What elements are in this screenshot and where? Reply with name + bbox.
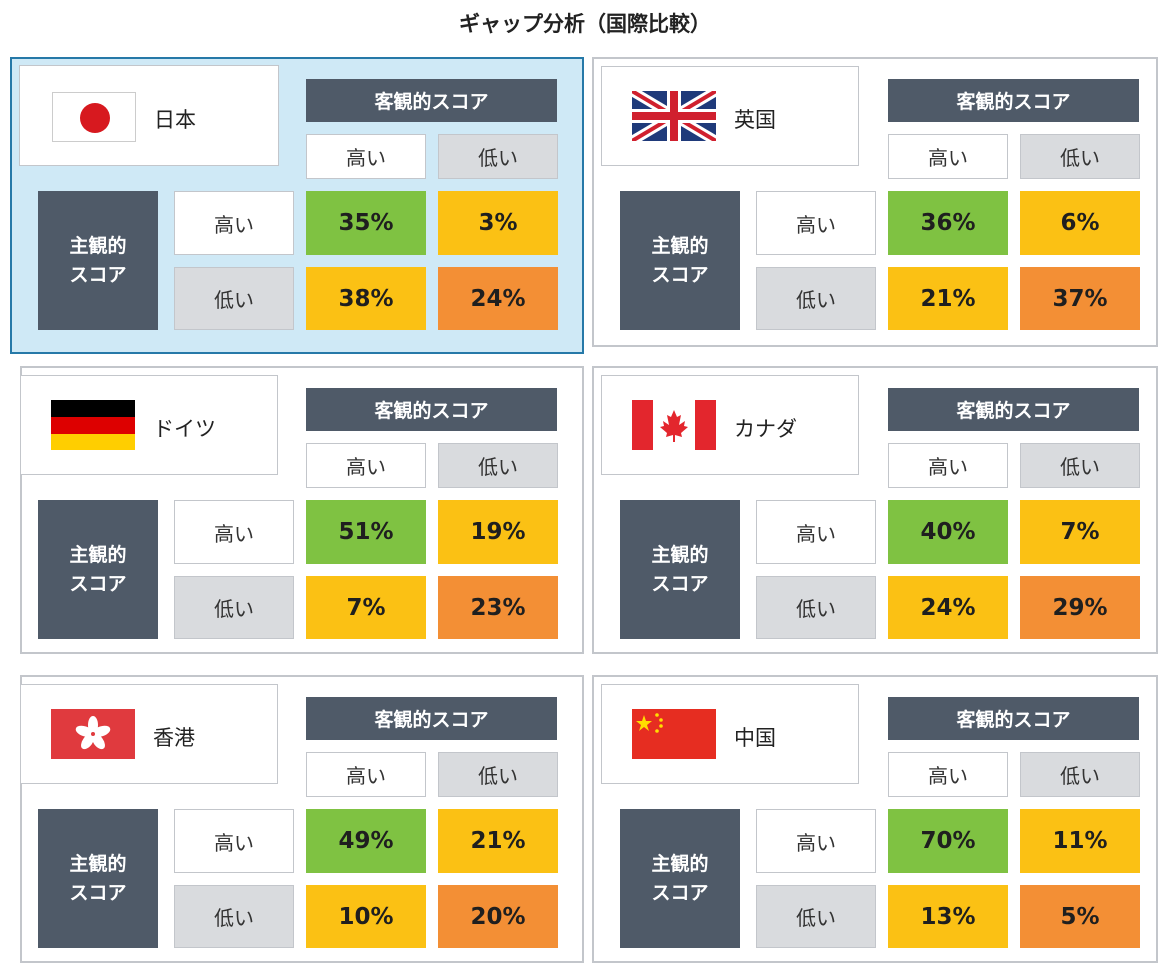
cell-low-low: 37% (1020, 267, 1140, 330)
objective-high-label: 高い (306, 752, 426, 797)
subjective-low-label: 低い (756, 885, 876, 948)
subjective-line1: 主観的 (651, 234, 709, 257)
cell-low-low: 29% (1020, 576, 1140, 639)
cell-high-low: 3% (438, 191, 558, 255)
germany-flag-icon (51, 400, 135, 450)
cell-high-high: 40% (888, 500, 1008, 564)
country-card: 日本 (19, 65, 279, 166)
cell-low-high: 24% (888, 576, 1008, 639)
cell-low-high: 38% (306, 267, 426, 330)
subjective-high-label: 高い (756, 809, 876, 873)
country-name: 日本 (154, 108, 196, 132)
objective-high-label: 高い (306, 443, 426, 488)
cell-high-low: 11% (1020, 809, 1140, 873)
subjective-low-label: 低い (756, 576, 876, 639)
subjective-low-label: 低い (756, 267, 876, 330)
objective-high-label: 高い (306, 134, 426, 179)
hongkong-flag-icon (51, 709, 135, 759)
objective-score-header: 客観的スコア (888, 388, 1139, 431)
subjective-score-header: 主観的 スコア (38, 191, 158, 330)
objective-high-label: 高い (888, 443, 1008, 488)
objective-low-label: 低い (438, 134, 558, 179)
country-panel-germany[interactable]: ドイツ 客観的スコア 高い 低い 主観的 スコア 高い 低い 51% 19% 7… (10, 366, 584, 654)
objective-score-header: 客観的スコア (306, 79, 557, 122)
cell-high-high: 36% (888, 191, 1008, 255)
uk-flag-icon (632, 91, 716, 141)
subjective-line2: スコア (69, 881, 127, 904)
country-name: 香港 (153, 726, 195, 750)
cell-high-high: 51% (306, 500, 426, 564)
country-panel-uk[interactable]: 英国 客観的スコア 高い 低い 主観的 スコア 高い 低い 36% 6% 21%… (592, 57, 1158, 347)
subjective-score-header: 主観的 スコア (620, 191, 740, 330)
subjective-line1: 主観的 (651, 543, 709, 566)
objective-score-header: 客観的スコア (306, 388, 557, 431)
country-card: 香港 (20, 684, 278, 784)
objective-score-header: 客観的スコア (888, 697, 1139, 740)
subjective-score-header: 主観的 スコア (620, 809, 740, 948)
subjective-high-label: 高い (756, 500, 876, 564)
objective-low-label: 低い (1020, 443, 1140, 488)
subjective-high-label: 高い (174, 500, 294, 564)
subjective-line2: スコア (651, 572, 709, 595)
subjective-score-header: 主観的 スコア (620, 500, 740, 639)
country-name: 英国 (734, 108, 776, 132)
cell-low-low: 20% (438, 885, 558, 948)
cell-high-low: 21% (438, 809, 558, 873)
subjective-line2: スコア (651, 263, 709, 286)
cell-high-high: 35% (306, 191, 426, 255)
subjective-low-label: 低い (174, 267, 294, 330)
cell-low-high: 13% (888, 885, 1008, 948)
objective-high-label: 高い (888, 752, 1008, 797)
country-panel-japan[interactable]: 日本 客観的スコア 高い 低い 主観的 スコア 高い 低い 35% 3% 38%… (10, 57, 584, 354)
cell-high-low: 7% (1020, 500, 1140, 564)
subjective-high-label: 高い (174, 191, 294, 255)
cell-high-high: 49% (306, 809, 426, 873)
cell-low-low: 24% (438, 267, 558, 330)
country-card: 英国 (601, 66, 859, 166)
cell-high-low: 19% (438, 500, 558, 564)
japan-flag-icon (52, 92, 136, 142)
objective-low-label: 低い (1020, 134, 1140, 179)
objective-score-header: 客観的スコア (888, 79, 1139, 122)
cell-high-high: 70% (888, 809, 1008, 873)
subjective-line2: スコア (651, 881, 709, 904)
country-panel-hongkong[interactable]: 香港 客観的スコア 高い 低い 主観的 スコア 高い 低い 49% 21% 10… (10, 675, 584, 963)
cell-low-high: 7% (306, 576, 426, 639)
subjective-line1: 主観的 (651, 852, 709, 875)
canada-flag-icon (632, 400, 716, 450)
cell-low-high: 21% (888, 267, 1008, 330)
china-flag-icon (632, 709, 716, 759)
cell-high-low: 6% (1020, 191, 1140, 255)
country-name: 中国 (734, 726, 776, 750)
country-card: カナダ (601, 375, 859, 475)
cell-low-low: 5% (1020, 885, 1140, 948)
subjective-low-label: 低い (174, 576, 294, 639)
objective-high-label: 高い (888, 134, 1008, 179)
country-card: 中国 (601, 684, 859, 784)
subjective-low-label: 低い (174, 885, 294, 948)
country-panel-china[interactable]: 中国 客観的スコア 高い 低い 主観的 スコア 高い 低い 70% 11% 13… (592, 675, 1158, 963)
subjective-line2: スコア (69, 572, 127, 595)
country-name: ドイツ (153, 417, 216, 441)
subjective-high-label: 高い (756, 191, 876, 255)
subjective-line1: 主観的 (69, 852, 127, 875)
country-panel-canada[interactable]: カナダ 客観的スコア 高い 低い 主観的 スコア 高い 低い 40% 7% 24… (592, 366, 1158, 654)
country-name: カナダ (734, 417, 797, 441)
subjective-score-header: 主観的 スコア (38, 500, 158, 639)
objective-score-header: 客観的スコア (306, 697, 557, 740)
objective-low-label: 低い (438, 443, 558, 488)
objective-low-label: 低い (1020, 752, 1140, 797)
country-card: ドイツ (20, 375, 278, 475)
subjective-line1: 主観的 (69, 234, 127, 257)
subjective-score-header: 主観的 スコア (38, 809, 158, 948)
page-title: ギャップ分析（国際比較） (459, 12, 711, 36)
objective-low-label: 低い (438, 752, 558, 797)
subjective-line2: スコア (69, 263, 127, 286)
cell-low-low: 23% (438, 576, 558, 639)
subjective-high-label: 高い (174, 809, 294, 873)
cell-low-high: 10% (306, 885, 426, 948)
subjective-line1: 主観的 (69, 543, 127, 566)
